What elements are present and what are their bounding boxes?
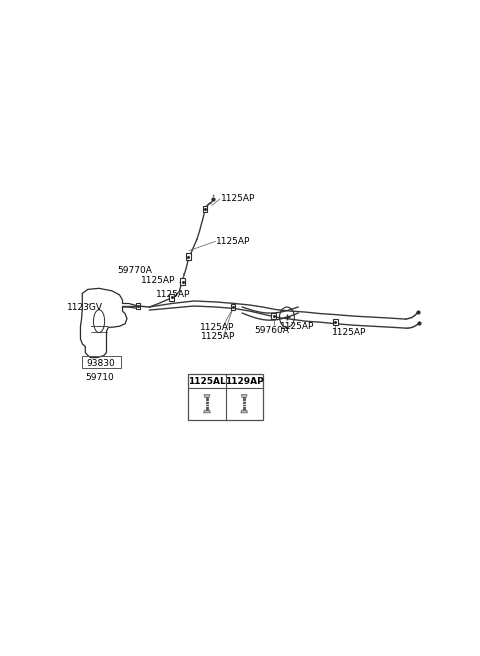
- Text: 1125AP: 1125AP: [221, 194, 255, 203]
- Bar: [180, 279, 185, 285]
- Bar: [272, 313, 276, 319]
- Text: 1123GV: 1123GV: [67, 302, 103, 312]
- Bar: [333, 319, 338, 325]
- Polygon shape: [241, 410, 248, 413]
- Text: 59760A: 59760A: [254, 326, 289, 335]
- Text: 1125AP: 1125AP: [332, 328, 366, 337]
- Polygon shape: [204, 395, 210, 398]
- Bar: [186, 253, 191, 260]
- Text: 1125AL: 1125AL: [188, 377, 226, 386]
- Text: 93830: 93830: [87, 359, 116, 367]
- Polygon shape: [241, 395, 247, 398]
- Text: 59770A: 59770A: [118, 266, 153, 275]
- Text: 1125AP: 1125AP: [201, 332, 235, 341]
- Bar: [169, 294, 174, 300]
- Bar: [203, 206, 207, 213]
- Text: 59710: 59710: [85, 373, 114, 382]
- Bar: [188, 374, 263, 420]
- Text: 1129AP: 1129AP: [225, 377, 264, 386]
- Polygon shape: [204, 410, 210, 413]
- Text: 1125AP: 1125AP: [216, 237, 251, 246]
- Bar: [230, 304, 235, 310]
- Bar: [136, 303, 140, 309]
- Bar: [82, 356, 120, 367]
- Text: 1125AP: 1125AP: [156, 291, 191, 299]
- Text: 1125AP: 1125AP: [141, 276, 176, 285]
- Text: 1125AP: 1125AP: [200, 323, 234, 332]
- Text: 1125AP: 1125AP: [279, 321, 314, 331]
